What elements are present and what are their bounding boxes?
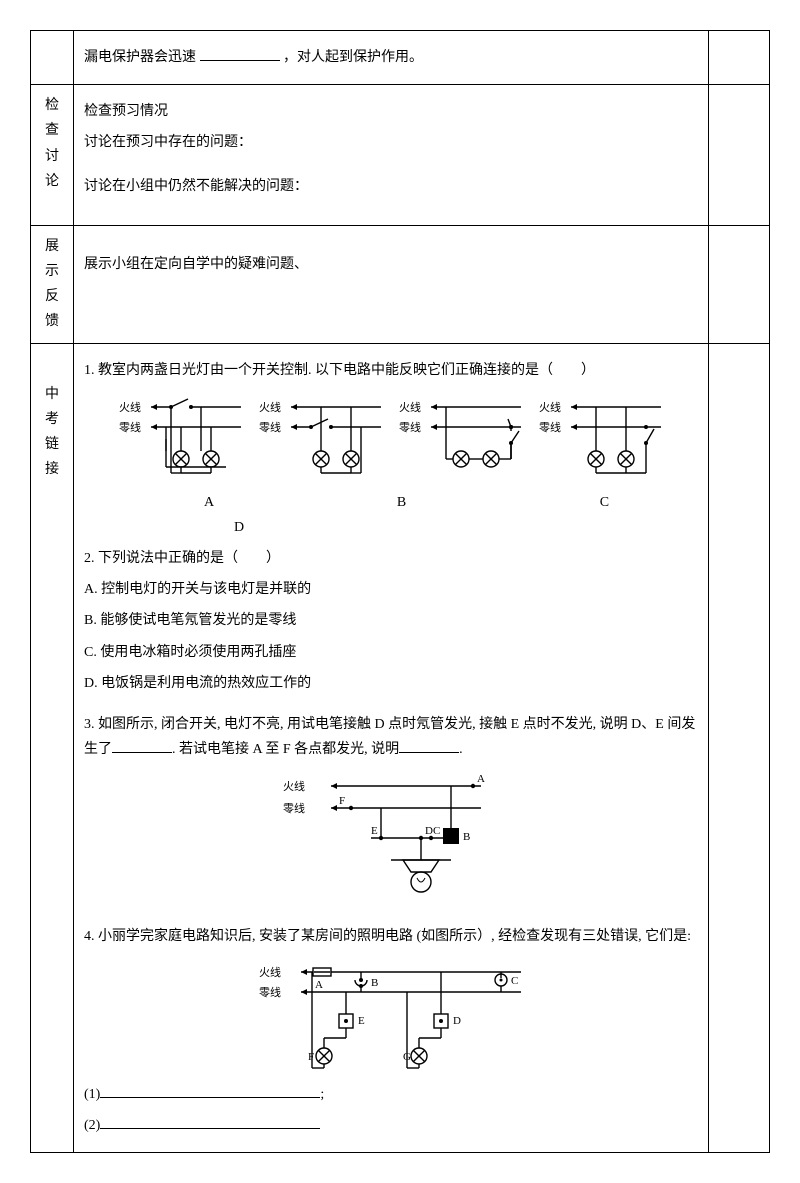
svg-text:B: B <box>463 831 470 843</box>
q2-a: A. 控制电灯的开关与该电灯是并联的 <box>84 577 698 602</box>
svg-text:E: E <box>358 1015 365 1027</box>
q3-blank1 <box>112 738 172 753</box>
row0-text: 漏电保护器会迅速 <box>84 50 196 65</box>
q4-text: 4. 小丽学完家庭电路知识后, 安装了某房间的照明电路 (如图所示）, 经检查发… <box>84 924 698 949</box>
q3-circuit-diagram: 火线零线 A F B C E D <box>84 768 698 908</box>
check-l2: 讨论在预习中存在的问题： <box>84 130 698 155</box>
row0-blank <box>200 46 280 61</box>
sidebar-check: 检 查 讨 论 <box>41 93 63 194</box>
q1-text: 1. 教室内两盏日光灯由一个开关控制. 以下电路中能反映它们正确连接的是（ ） <box>84 358 698 383</box>
svg-text:火线: 火线 <box>119 400 141 414</box>
svg-text:零线: 零线 <box>259 985 281 999</box>
show-l1: 展示小组在定向自学中的疑难问题、 <box>84 252 698 277</box>
svg-text:火线: 火线 <box>399 400 421 414</box>
svg-text:F: F <box>339 795 345 807</box>
q3-text: 3. 如图所示, 闭合开关, 电灯不亮, 用试电笔接触 D 点时氖管发光, 接触… <box>84 712 698 762</box>
svg-text:A: A <box>477 773 485 785</box>
svg-text:火线: 火线 <box>259 965 281 979</box>
svg-text:零线: 零线 <box>119 420 141 434</box>
check-l1: 检查预习情况 <box>84 99 698 124</box>
svg-text:F: F <box>308 1051 314 1063</box>
svg-text:零线: 零线 <box>259 420 281 434</box>
svg-text:A: A <box>315 979 323 991</box>
svg-text:D: D <box>425 825 433 837</box>
svg-text:零线: 零线 <box>399 420 421 434</box>
q4-ans2: (2) <box>84 1113 698 1138</box>
q4-circuit-diagram: 火线零线ABCEFDG <box>84 956 698 1076</box>
sidebar-show: 展 示 反 馈 <box>41 234 63 335</box>
svg-text:火线: 火线 <box>283 779 305 793</box>
svg-text:零线: 零线 <box>539 420 561 434</box>
q4-ans1: (1); <box>84 1082 698 1107</box>
check-l3: 讨论在小组中仍然不能解决的问题： <box>84 174 698 199</box>
q1-circuit-diagram: 火线零线 火线零线 火线零线 火线零线 <box>84 389 698 484</box>
svg-text:C: C <box>511 975 518 987</box>
q4-blank2 <box>100 1114 320 1129</box>
q2-text: 2. 下列说法中正确的是（ ） <box>84 546 698 571</box>
q2-b: B. 能够使试电笔氖管发光的是零线 <box>84 608 698 633</box>
q4-blank1 <box>100 1083 320 1098</box>
q2-c: C. 使用电冰箱时必须使用两孔插座 <box>84 640 698 665</box>
svg-text:C: C <box>433 825 440 837</box>
q3-blank2 <box>399 738 459 753</box>
row0-text2: ，对人起到保护作用。 <box>283 50 423 65</box>
q1-options: A B C D <box>124 490 698 540</box>
svg-text:火线: 火线 <box>259 400 281 414</box>
q2-d: D. 电饭锅是利用电流的热效应工作的 <box>84 671 698 696</box>
svg-text:B: B <box>371 977 378 989</box>
svg-text:零线: 零线 <box>283 801 305 815</box>
svg-text:D: D <box>453 1015 461 1027</box>
sidebar-exam: 中 考 链 接 <box>41 352 63 483</box>
svg-text:火线: 火线 <box>539 400 561 414</box>
svg-text:E: E <box>371 825 378 837</box>
